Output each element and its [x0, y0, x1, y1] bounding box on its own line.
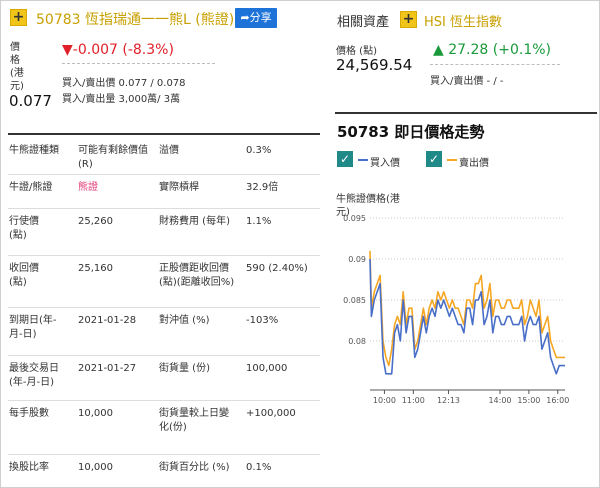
row-value: 10,000	[78, 462, 113, 473]
x-tick-label: 16:00	[546, 396, 569, 405]
row-value: 可能有剩餘價值(R)	[78, 145, 148, 170]
bid-legend-label: 買入價	[370, 158, 400, 169]
related-asset-name[interactable]: HSI 恆生指數	[424, 15, 502, 30]
bid-ask-volume: 買入/賣出量 3,000萬/ 3萬	[62, 94, 181, 105]
row-label: 到期日(年-月-日)	[9, 315, 57, 340]
row-label: 實際槓桿	[159, 182, 199, 193]
row-value: 590 (2.40%)	[246, 263, 308, 274]
share-label: 分享	[249, 11, 272, 24]
x-tick-label: 11:00	[402, 396, 425, 405]
price-chart: 0.08 0.085 0.09 0.095 10:00 11:00 12:13 14:00 1…	[343, 214, 569, 405]
row-value: 25,160	[78, 263, 113, 274]
share-button[interactable]: ➦分享	[235, 8, 277, 28]
row-value: 0.1%	[246, 462, 272, 473]
warrant-title: 50783 恆指瑞通一一熊L (熊證)	[36, 12, 235, 28]
table-row: 換股比率 10,000 街貨百分比 (%) 0.1%	[8, 455, 320, 485]
x-tick-label: 12:13	[437, 396, 460, 405]
down-arrow-icon: ▼	[62, 42, 73, 58]
divider	[430, 64, 560, 65]
chart-y-axis-title: 牛熊證價格(港元)	[336, 194, 400, 218]
row-value: +100,000	[246, 408, 296, 419]
ask-price-line	[369, 250, 565, 367]
add-related-button[interactable]: +	[400, 11, 417, 28]
row-label: 每手股數	[9, 408, 49, 419]
bid-ask-price: 買入/賣出價 0.077 / 0.078	[62, 78, 186, 89]
ask-legend-swatch	[447, 159, 457, 161]
price-label: 價格(港元)	[10, 42, 24, 92]
y-tick-label: 0.095	[343, 214, 366, 223]
row-label: 牛證/熊證	[9, 182, 53, 193]
row-label: 收回價(點)	[9, 263, 39, 288]
related-bid-ask: 買入/賣出價 - / -	[430, 76, 504, 87]
table-row: 最後交易日(年-月-日) 2021-01-27 街貨量 (份) 100,000	[8, 356, 320, 401]
y-tick-label: 0.085	[343, 296, 366, 305]
warrant-change-value: -0.007 (-8.3%)	[72, 42, 174, 58]
row-value: 32.9倍	[246, 182, 279, 193]
x-tick-label: 10:00	[373, 396, 396, 405]
chart-top-rule	[335, 112, 597, 114]
related-change: ▲ 27.28 (+0.1%)	[433, 42, 551, 58]
row-label: 換股比率	[9, 462, 49, 473]
x-tick-label: 15:00	[517, 396, 540, 405]
up-arrow-icon: ▲	[433, 42, 444, 58]
row-label: 牛熊證種類	[9, 145, 59, 156]
row-label: 最後交易日(年-月-日)	[9, 363, 59, 388]
row-label: 街貨量較上日變化(份)	[159, 408, 229, 433]
table-row: 每手股數 10,000 街貨量較上日變化(份) +100,000	[8, 401, 320, 455]
share-icon: ➦	[240, 11, 250, 24]
row-value: 100,000	[246, 363, 288, 374]
table-row: 行使價(點) 25,260 財務費用 (每年) 1.1%	[8, 209, 320, 256]
table-row: 牛證/熊證 熊證 實際槓桿 32.9倍	[8, 175, 320, 209]
related-asset-title: 相關資產	[337, 15, 390, 30]
warrant-price: 0.077	[9, 92, 52, 110]
related-change-value: 27.28 (+0.1%)	[448, 42, 551, 58]
table-row: 收回價(點) 25,160 正股價距收回價(點)(距離收回%) 590 (2.4…	[8, 256, 320, 308]
row-value: 2021-01-27	[78, 363, 137, 374]
row-value: -103%	[246, 315, 279, 326]
bid-toggle-checkbox[interactable]: ✓	[337, 151, 353, 167]
related-price-label: 價格 (點)	[336, 46, 377, 57]
chart-title: 50783 即日價格走勢	[337, 123, 485, 141]
row-value: 1.1%	[246, 216, 272, 227]
row-value: 0.3%	[246, 145, 272, 156]
warrant-change: ▼-0.007 (-8.3%)	[62, 42, 174, 58]
row-label: 正股價距收回價(點)(距離收回%)	[159, 263, 235, 288]
ask-toggle-checkbox[interactable]: ✓	[426, 151, 442, 167]
related-price: 24,569.54	[336, 56, 413, 74]
table-row: 牛熊證種類 可能有剩餘價值(R) 溢價 0.3%	[8, 138, 320, 175]
row-value: 熊證	[78, 182, 98, 193]
row-label: 對沖值 (%)	[159, 315, 210, 326]
divider	[62, 63, 215, 64]
x-tick-label: 14:00	[488, 396, 511, 405]
row-value: 10,000	[78, 408, 113, 419]
table-top-rule	[8, 133, 320, 135]
row-value: 25,260	[78, 216, 113, 227]
row-label: 溢價	[159, 145, 179, 156]
table-row: 到期日(年-月-日) 2021-01-28 對沖值 (%) -103%	[8, 308, 320, 356]
row-label: 街貨百分比 (%)	[159, 462, 230, 473]
ask-legend-label: 賣出價	[459, 158, 489, 169]
row-value: 2021-01-28	[78, 315, 137, 326]
bid-legend-swatch	[358, 159, 368, 161]
row-label: 財務費用 (每年)	[159, 216, 230, 227]
add-watchlist-button[interactable]: +	[10, 9, 27, 26]
bid-price-line	[369, 258, 565, 375]
row-label: 街貨量 (份)	[159, 363, 210, 374]
y-tick-label: 0.08	[348, 337, 366, 346]
row-label: 行使價(點)	[9, 216, 39, 241]
y-tick-label: 0.09	[348, 255, 366, 264]
